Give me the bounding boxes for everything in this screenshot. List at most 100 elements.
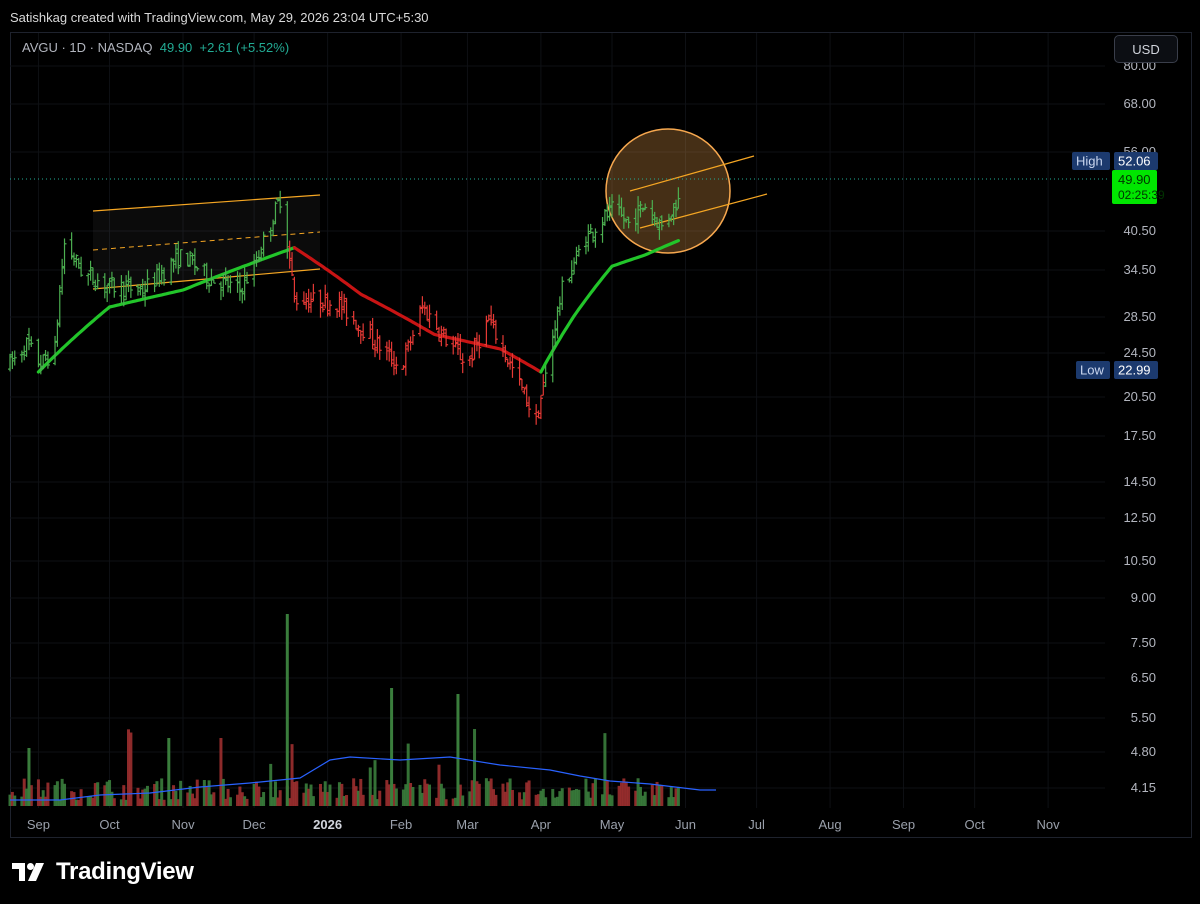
chart-panel[interactable] bbox=[10, 32, 1192, 838]
volume-bar bbox=[141, 789, 145, 806]
volume-bar bbox=[622, 778, 626, 806]
candle-bar bbox=[519, 378, 524, 391]
last-price-value: 49.90 bbox=[1118, 172, 1151, 187]
candle-bar bbox=[278, 190, 283, 214]
volume-bar bbox=[273, 781, 277, 806]
candle-bar bbox=[143, 280, 148, 307]
high-label-tag-text: High bbox=[1076, 154, 1103, 169]
candle-bar bbox=[294, 292, 299, 311]
volume-bar bbox=[406, 743, 410, 806]
candle-bar bbox=[626, 216, 631, 229]
volume-bar bbox=[89, 795, 93, 806]
volume-spike-bar bbox=[27, 748, 31, 806]
candle-bar bbox=[384, 341, 389, 361]
volume-bar bbox=[674, 788, 678, 806]
candle-bar bbox=[460, 353, 465, 374]
candle-bar bbox=[140, 278, 145, 298]
candle-bar bbox=[306, 288, 311, 313]
volume-bar bbox=[259, 797, 263, 806]
candle-bar bbox=[8, 353, 12, 372]
volume-bar bbox=[207, 780, 211, 806]
candle-bar bbox=[572, 257, 577, 275]
volume-bar bbox=[401, 789, 405, 806]
candle-bar bbox=[557, 296, 562, 316]
candle-bar bbox=[323, 284, 328, 309]
candle-bar bbox=[327, 300, 332, 317]
volume-bar bbox=[420, 792, 424, 806]
volume-bar bbox=[143, 788, 147, 806]
volume-bar bbox=[520, 799, 524, 806]
price-tick-label: 5.50 bbox=[1131, 710, 1156, 725]
volume-bar bbox=[589, 797, 593, 806]
currency-button[interactable]: USD bbox=[1114, 35, 1178, 63]
candle-bar bbox=[71, 252, 76, 266]
volume-bar bbox=[53, 785, 57, 806]
candle-bar bbox=[508, 356, 513, 370]
candle-bar bbox=[128, 276, 133, 298]
volume-bar bbox=[468, 791, 472, 806]
volume-bar bbox=[610, 795, 614, 806]
volume-bar bbox=[10, 791, 14, 806]
price-moving-average bbox=[36, 239, 681, 374]
candle-bar bbox=[484, 315, 489, 347]
candle-bar bbox=[261, 231, 266, 257]
candle-bar bbox=[26, 327, 31, 351]
candle-bar bbox=[43, 349, 48, 362]
volume-bar bbox=[619, 782, 623, 806]
candle-bar bbox=[676, 187, 681, 209]
candle-bar bbox=[527, 396, 532, 418]
candle-bar bbox=[600, 217, 605, 243]
volume-bar bbox=[378, 790, 382, 806]
candle-bar bbox=[373, 339, 377, 358]
volume-bar bbox=[537, 794, 541, 806]
candle-bar bbox=[500, 335, 505, 357]
candle-bar bbox=[593, 228, 598, 248]
volume-bar bbox=[309, 784, 313, 806]
volume-bar bbox=[77, 799, 81, 806]
candle-bar bbox=[652, 211, 657, 227]
candle-bar bbox=[38, 354, 43, 375]
candle-bar bbox=[666, 213, 671, 228]
candle-bar bbox=[588, 223, 593, 235]
candle-bar bbox=[240, 287, 245, 304]
candle-bar bbox=[574, 246, 579, 265]
volume-bar bbox=[153, 784, 157, 806]
low-label-tag-text: Low bbox=[1080, 363, 1104, 378]
candle-bar bbox=[467, 355, 472, 366]
candle-bar bbox=[470, 347, 475, 368]
volume-bar bbox=[603, 733, 607, 806]
volume-bar bbox=[186, 792, 190, 806]
candle-bar bbox=[602, 208, 607, 226]
candle-bar bbox=[36, 338, 41, 368]
volume-bar bbox=[601, 794, 605, 806]
candle-bar bbox=[441, 326, 446, 338]
volume-bar bbox=[503, 791, 507, 806]
volume-bar bbox=[676, 786, 680, 806]
volume-bar bbox=[240, 792, 244, 806]
candle-bar bbox=[650, 200, 655, 225]
candle-bar bbox=[109, 271, 114, 289]
volume-bar bbox=[41, 790, 45, 806]
volume-bar bbox=[667, 797, 671, 806]
volume-bar bbox=[269, 763, 273, 806]
volume-bar bbox=[39, 796, 43, 806]
volume-bar bbox=[138, 798, 142, 806]
candle-bar bbox=[318, 289, 323, 318]
candle-bar bbox=[389, 341, 394, 367]
volume-bar bbox=[174, 790, 178, 806]
candle-bar bbox=[534, 404, 539, 425]
high-label-tag-bg bbox=[1072, 152, 1110, 170]
volume-bar bbox=[361, 794, 365, 806]
volume-bar bbox=[157, 799, 161, 806]
time-tick-label: Mar bbox=[456, 817, 479, 832]
high-label-tag: High bbox=[1072, 152, 1110, 170]
candle-bar bbox=[178, 249, 183, 268]
ma-segment bbox=[539, 239, 681, 374]
candle-bar bbox=[29, 336, 34, 347]
price-tick-label: 20.50 bbox=[1123, 389, 1156, 404]
volume-ma-line bbox=[10, 756, 716, 801]
candle-bar bbox=[638, 201, 643, 218]
candle-bar bbox=[674, 199, 679, 218]
candle-bar bbox=[176, 241, 181, 275]
